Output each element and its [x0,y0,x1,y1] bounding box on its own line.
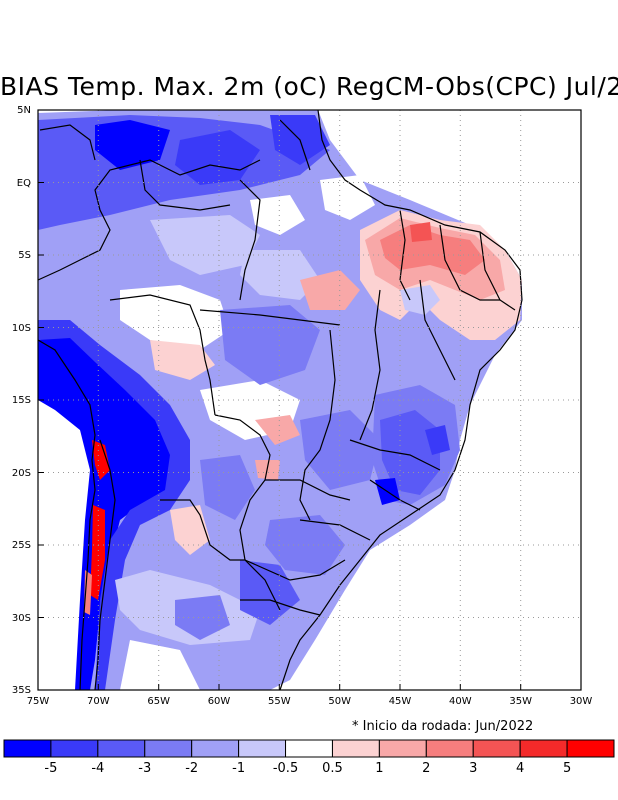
colorbar-label: -3 [138,761,151,776]
lon-label-45w: 45W [389,696,412,707]
lat-label-15s: 15S [12,395,31,406]
colorbar-label: 5 [563,761,571,776]
lon-label-30w: 30W [570,696,593,707]
lon-label-75w: 75W [27,696,50,707]
colorbar-label: 3 [469,761,477,776]
colorbar-swatch [50,739,99,758]
colorbar-label: 0.5 [322,761,343,776]
lat-label-5s: 5S [18,250,31,261]
colorbar-label: -2 [185,761,198,776]
lat-label-eq: EQ [17,178,31,189]
footnote: * Inicio da rodada: Jun/2022 [352,719,534,734]
lon-label-50w: 50W [328,696,351,707]
lon-label-55w: 55W [268,696,291,707]
colorbar-swatch [238,739,287,758]
lon-label-60w: 60W [208,696,231,707]
lat-label-25s: 25S [12,540,31,551]
colorbar-swatch [566,739,615,758]
colorbar-swatch [97,739,146,758]
lon-label-35w: 35W [509,696,532,707]
gridlines [38,110,581,690]
colorbar-swatch [519,739,568,758]
colorbar-labels: -5 -4 -3 -2 -1 -0.5 0.5 1 2 3 4 5 [44,761,571,776]
map-title: BIAS Temp. Max. 2m (oC) RegCM-Obs(CPC) J… [0,72,618,101]
lat-label-30s: 30S [12,613,31,624]
colorbar-label: 1 [375,761,383,776]
colorbar-swatch [191,739,240,758]
colorbar-swatch [378,739,427,758]
colorbar-swatch [331,739,380,758]
colorbar-label: -5 [44,761,57,776]
colorbar-label: -1 [232,761,245,776]
colorbar-label: 4 [516,761,524,776]
lat-label-5n: 5N [17,105,31,116]
colorbar-swatch [472,739,521,758]
axis-ticks [38,109,522,690]
lat-label-10s: 10S [12,323,31,334]
boundaries [37,109,523,691]
colorbar-swatch [3,739,52,758]
lat-label-35s: 35S [12,685,31,696]
lon-label-70w: 70W [87,696,110,707]
colorbar-swatch [144,739,193,758]
lat-label-20s: 20S [12,468,31,479]
colorbar-label: 2 [422,761,430,776]
colorbar-swatch [285,739,333,758]
lon-label-65w: 65W [147,696,170,707]
lon-label-40w: 40W [449,696,472,707]
colorbar-label: -4 [91,761,104,776]
colorbar-label: -0.5 [273,761,298,776]
colorbar [3,739,615,758]
colorbar-swatch [425,739,474,758]
